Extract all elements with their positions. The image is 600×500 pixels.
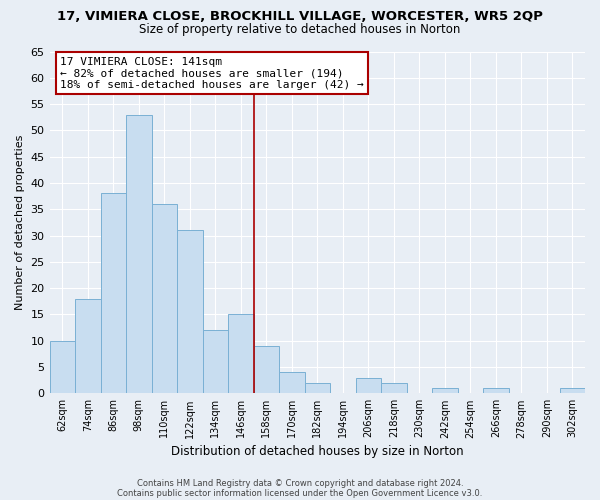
- X-axis label: Distribution of detached houses by size in Norton: Distribution of detached houses by size …: [171, 444, 464, 458]
- Bar: [101, 194, 126, 394]
- Y-axis label: Number of detached properties: Number of detached properties: [15, 134, 25, 310]
- Bar: [177, 230, 203, 394]
- Bar: [356, 378, 381, 394]
- Bar: [381, 383, 407, 394]
- Bar: [254, 346, 279, 394]
- Bar: [75, 298, 101, 394]
- Text: Size of property relative to detached houses in Norton: Size of property relative to detached ho…: [139, 22, 461, 36]
- Bar: [203, 330, 228, 394]
- Bar: [560, 388, 585, 394]
- Bar: [50, 340, 75, 394]
- Text: 17, VIMIERA CLOSE, BROCKHILL VILLAGE, WORCESTER, WR5 2QP: 17, VIMIERA CLOSE, BROCKHILL VILLAGE, WO…: [57, 10, 543, 23]
- Bar: [228, 314, 254, 394]
- Bar: [432, 388, 458, 394]
- Text: Contains HM Land Registry data © Crown copyright and database right 2024.: Contains HM Land Registry data © Crown c…: [137, 478, 463, 488]
- Bar: [152, 204, 177, 394]
- Text: Contains public sector information licensed under the Open Government Licence v3: Contains public sector information licen…: [118, 488, 482, 498]
- Bar: [483, 388, 509, 394]
- Bar: [279, 372, 305, 394]
- Text: 17 VIMIERA CLOSE: 141sqm
← 82% of detached houses are smaller (194)
18% of semi-: 17 VIMIERA CLOSE: 141sqm ← 82% of detach…: [60, 56, 364, 90]
- Bar: [305, 383, 330, 394]
- Bar: [126, 114, 152, 394]
